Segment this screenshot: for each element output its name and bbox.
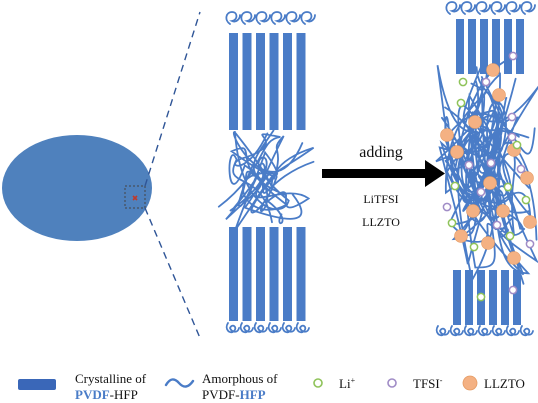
- arrow-bottom-label-2: LLZTO: [362, 215, 400, 229]
- crystalline-rod: [296, 33, 306, 130]
- li-ion: [476, 292, 486, 302]
- tfsi-anion: [492, 220, 502, 230]
- chain-end-curls: [225, 11, 316, 25]
- legend-llzto-label: LLZTO: [484, 376, 525, 391]
- legend-crystalline-rest: -HFP: [110, 387, 138, 402]
- legend-li-swatch: [313, 378, 323, 388]
- membrane-ellipse: [2, 135, 152, 241]
- llzto-particle: [481, 236, 495, 250]
- legend: Crystalline of PVDF-HFP Amorphous of PVD…: [18, 371, 525, 402]
- legend-tfsi-label: TFSI-: [413, 376, 443, 391]
- legend-amorphous-line1: Amorphous of: [202, 371, 278, 386]
- tfsi-anion: [481, 77, 491, 87]
- crystalline-rod: [283, 227, 292, 321]
- legend-crystalline-line2: PVDF-HFP: [75, 387, 138, 402]
- reaction-arrow-head: [425, 160, 445, 187]
- crystalline-rod: [242, 33, 252, 130]
- tfsi-anion: [507, 132, 517, 142]
- llzto-particle: [520, 171, 534, 185]
- legend-llzto-swatch: [462, 375, 478, 391]
- crystalline-rod: [456, 19, 464, 74]
- legend-tfsi-text: TFSI: [413, 376, 440, 391]
- legend-amorphous-pre: PVDF-: [202, 387, 240, 402]
- li-ion: [458, 77, 468, 87]
- crystalline-rod: [453, 270, 461, 325]
- crystalline-rod: [256, 33, 265, 130]
- zoom-mark-icon: [132, 195, 138, 201]
- llzto-particle: [468, 115, 482, 129]
- tfsi-anion: [525, 239, 535, 249]
- crystalline-rod: [468, 19, 476, 74]
- crystalline-rod: [465, 270, 473, 325]
- crystalline-rod: [242, 227, 252, 321]
- crystalline-rod: [269, 33, 279, 130]
- li-ion: [512, 140, 522, 150]
- llzto-particle: [440, 128, 454, 142]
- arrow-top-label: adding: [359, 144, 403, 161]
- pristine-polymer-panel: [217, 11, 316, 334]
- crystalline-rod: [513, 270, 521, 325]
- llzto-particle: [492, 88, 506, 102]
- crystalline-rod: [256, 227, 265, 321]
- legend-li-sup: +: [351, 376, 356, 385]
- crystalline-rod: [229, 33, 238, 130]
- chain-end-curls: [225, 322, 310, 334]
- crystalline-rod: [269, 227, 279, 321]
- legend-amorphous-swatch: [164, 378, 195, 388]
- legend-crystalline-line1: Crystalline of: [75, 371, 147, 386]
- tfsi-anion: [442, 202, 452, 212]
- zoom-box: [124, 185, 146, 209]
- tfsi-anion: [508, 51, 518, 61]
- legend-li-text: Li: [339, 376, 351, 391]
- zoom-line-bottom: [144, 207, 201, 339]
- llzto-particle: [507, 251, 521, 265]
- crystalline-rod: [516, 19, 524, 74]
- tfsi-anion: [516, 164, 526, 174]
- llzto-particle: [483, 176, 497, 190]
- llzto-particle: [454, 229, 468, 243]
- llzto-particle: [486, 63, 500, 77]
- llzto-particle: [466, 204, 480, 218]
- crystalline-rod: [504, 19, 512, 74]
- legend-tfsi-sup: -: [440, 376, 443, 385]
- crystalline-rod: [229, 227, 238, 321]
- legend-tfsi-swatch: [387, 378, 397, 388]
- tfsi-anion: [486, 158, 496, 168]
- composite-electrolyte-panel: [435, 1, 538, 337]
- llzto-particle: [496, 204, 510, 218]
- tfsi-anion: [508, 285, 518, 295]
- tfsi-anion: [464, 160, 474, 170]
- tfsi-anion: [507, 112, 517, 122]
- zoom-line-top: [144, 11, 201, 187]
- legend-amorphous-bold: HFP: [240, 387, 266, 402]
- amorphous-chain: [217, 129, 315, 232]
- chain-end-curls: [445, 1, 536, 15]
- li-ion: [456, 98, 466, 108]
- li-ion: [469, 242, 479, 252]
- li-ion: [450, 181, 460, 191]
- li-ion: [503, 182, 513, 192]
- tfsi-anion: [476, 187, 486, 197]
- crystalline-rod: [480, 19, 488, 74]
- llzto-particle: [450, 145, 464, 159]
- li-ion: [521, 195, 531, 205]
- crystalline-rod: [489, 270, 497, 325]
- legend-amorphous-line2: PVDF-HFP: [202, 387, 266, 402]
- legend-crystalline-bold: PVDF: [75, 387, 110, 402]
- arrow-bottom-label-1: LiTFSI: [363, 192, 398, 206]
- chain-end-curls: [435, 325, 534, 337]
- li-ion: [447, 218, 457, 228]
- li-ion: [505, 231, 515, 241]
- crystalline-rod: [296, 227, 306, 321]
- crystalline-rod: [283, 33, 292, 130]
- legend-crystalline-swatch: [18, 379, 56, 390]
- reaction-arrow-shaft: [322, 169, 428, 178]
- crystalline-rod: [492, 19, 500, 74]
- crystalline-rod: [501, 270, 509, 325]
- llzto-particle: [523, 215, 537, 229]
- legend-li-label: Li+: [339, 376, 356, 391]
